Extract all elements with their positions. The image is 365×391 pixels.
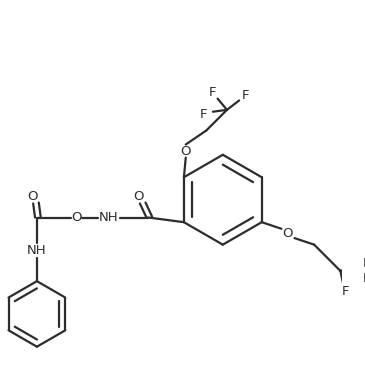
Text: O: O bbox=[134, 190, 144, 203]
Text: O: O bbox=[181, 145, 191, 158]
Text: F: F bbox=[209, 86, 217, 99]
Text: O: O bbox=[71, 211, 81, 224]
Text: O: O bbox=[283, 227, 293, 240]
Text: F: F bbox=[200, 108, 207, 121]
Text: F: F bbox=[341, 285, 349, 298]
Text: F: F bbox=[363, 257, 365, 270]
Text: F: F bbox=[363, 272, 365, 285]
Text: NH: NH bbox=[99, 211, 119, 224]
Text: O: O bbox=[27, 190, 38, 203]
Text: NH: NH bbox=[27, 244, 47, 257]
Text: F: F bbox=[242, 89, 249, 102]
